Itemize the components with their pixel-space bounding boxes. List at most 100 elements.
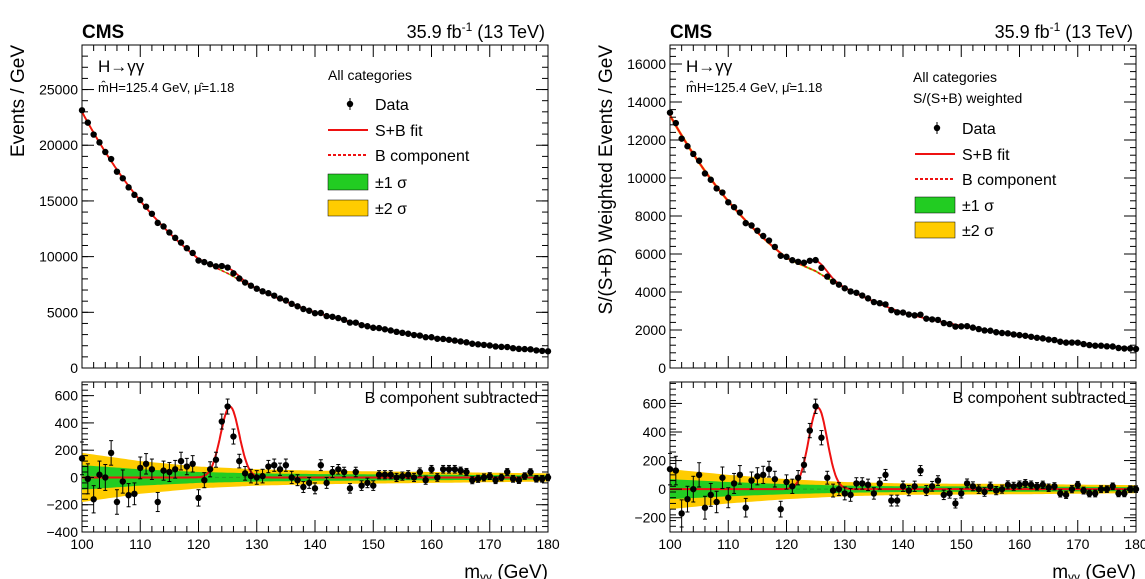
data-point <box>835 281 843 288</box>
right-figure: CMS 35.9 fb-1 (13 TeV) 02000400060008000… <box>596 20 1145 579</box>
data-point <box>439 466 447 473</box>
data-point <box>923 315 930 322</box>
data-point <box>754 473 761 480</box>
data-point <box>806 257 813 264</box>
data-point <box>701 170 709 177</box>
data-point <box>439 335 447 343</box>
data-point <box>259 288 266 295</box>
data-point <box>893 309 901 316</box>
data-point <box>399 472 406 480</box>
data-point <box>1132 345 1140 353</box>
data-point <box>678 510 685 517</box>
data-point <box>993 329 1000 336</box>
data-point <box>294 476 301 484</box>
data-point <box>387 471 394 478</box>
data-point <box>323 479 330 487</box>
data-point <box>888 306 895 314</box>
data-point <box>1062 339 1070 346</box>
legend-data-label: Data <box>962 121 996 138</box>
data-point <box>1109 343 1116 350</box>
data-point <box>1126 345 1134 352</box>
data-point <box>928 483 936 490</box>
data-point <box>311 310 319 317</box>
data-point <box>504 343 511 351</box>
data-point <box>1057 338 1064 345</box>
data-point <box>434 335 441 342</box>
data-point <box>1109 483 1116 490</box>
data-point <box>533 475 540 483</box>
data-point <box>393 474 400 481</box>
data-point <box>96 471 103 478</box>
data-point <box>538 347 546 355</box>
data-point <box>905 311 913 318</box>
data-point <box>486 342 493 349</box>
data-point <box>119 175 126 182</box>
data-point <box>713 185 720 192</box>
data-point <box>1097 342 1105 349</box>
data-point <box>125 491 132 499</box>
data-point <box>923 487 930 494</box>
x-tick-label: 100 <box>658 536 682 552</box>
left-ratio-points <box>78 398 552 515</box>
x-tick-label: 110 <box>717 536 740 552</box>
data-point <box>1068 485 1076 493</box>
legend-band2-swatch <box>327 199 369 217</box>
data-point <box>247 282 255 289</box>
legend: Data S+B fit B component ±1 σ ±2 σ <box>327 97 470 218</box>
left-ratio-lines <box>82 405 548 479</box>
y-tick-label: −200 <box>46 497 78 513</box>
data-point <box>928 316 936 323</box>
ratio-title: B component subtracted <box>365 390 538 407</box>
data-point <box>492 476 499 484</box>
data-point <box>1022 480 1029 487</box>
signal-fit-line <box>82 405 548 479</box>
data-point <box>352 319 359 326</box>
data-point <box>166 229 173 236</box>
data-point <box>1004 330 1012 337</box>
data-point <box>282 297 290 304</box>
data-point <box>177 457 185 465</box>
x-tick-label: 150 <box>362 536 386 552</box>
data-point <box>183 245 191 252</box>
data-point <box>829 278 837 285</box>
data-point <box>305 307 313 314</box>
x-tick-label: 110 <box>129 536 152 552</box>
y-tick-label: 4000 <box>635 284 666 300</box>
left-ratio-plot: −400 −200 0 200 400 600 100 110 120 130 140 150 160 1… <box>46 381 560 552</box>
data-point <box>370 324 377 331</box>
data-point <box>224 403 231 410</box>
data-point <box>335 466 342 473</box>
data-point <box>1033 334 1041 341</box>
y-tick-label: 6000 <box>635 246 666 262</box>
data-point <box>794 474 802 481</box>
legend-band1-swatch <box>914 196 956 214</box>
data-point <box>247 472 255 480</box>
data-point <box>201 258 208 266</box>
data-point <box>1121 490 1128 497</box>
data-point <box>538 475 546 483</box>
fit-result-label: m̂H=125.4 GeV, μ̂=1.18 <box>686 80 822 95</box>
data-point <box>853 480 860 487</box>
data-point <box>690 150 697 158</box>
data-point <box>480 474 488 481</box>
legend-data-label: Data <box>375 97 409 114</box>
data-point <box>981 327 988 334</box>
data-point <box>777 252 784 259</box>
lumi-label: 35.9 fb-1 (13 TeV) <box>407 20 545 42</box>
data-point <box>666 109 674 116</box>
data-point <box>230 270 237 277</box>
data-point <box>160 467 167 474</box>
right-ratio-plot: −200 0 200 400 600 100 110 120 130 140 150 160 170 18… <box>634 381 1145 552</box>
data-point <box>119 478 126 485</box>
data-point <box>195 257 202 264</box>
data-point <box>218 418 225 425</box>
right-ratio-points <box>666 398 1140 528</box>
data-point <box>742 219 749 227</box>
data-point <box>276 295 284 302</box>
data-point <box>160 223 167 230</box>
data-point <box>771 243 779 251</box>
data-point <box>742 504 749 511</box>
data-point <box>113 168 121 175</box>
x-axis-label: mγγ (GeV) <box>464 562 548 579</box>
data-point <box>271 292 278 299</box>
